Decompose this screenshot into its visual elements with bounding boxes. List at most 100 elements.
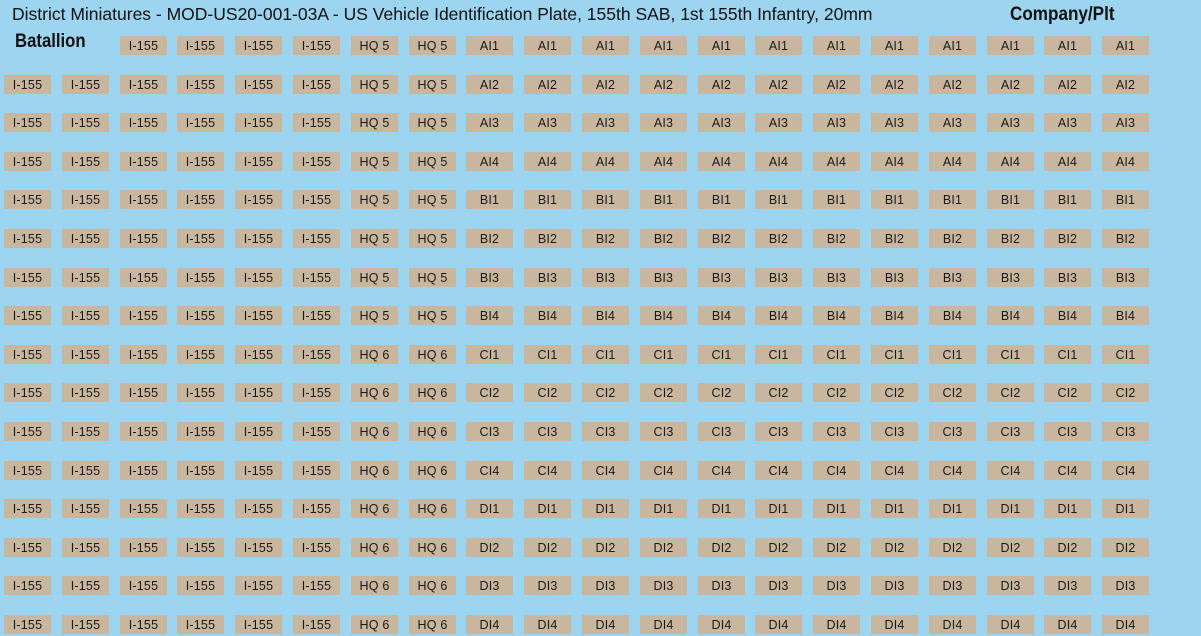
id-plate: BI3 bbox=[755, 268, 802, 287]
id-plate: I-155 bbox=[177, 36, 224, 55]
id-plate: I-155 bbox=[4, 190, 51, 209]
id-plate: I-155 bbox=[293, 576, 340, 595]
id-plate: I-155 bbox=[293, 113, 340, 132]
id-plate: CI3 bbox=[466, 422, 513, 441]
id-plate: AI1 bbox=[813, 36, 860, 55]
id-plate: AI4 bbox=[1044, 152, 1091, 171]
id-plate: I-155 bbox=[177, 345, 224, 364]
id-plate: HQ 6 bbox=[351, 499, 398, 518]
id-plate: AI4 bbox=[524, 152, 571, 171]
id-plate: AI1 bbox=[698, 36, 745, 55]
id-plate: I-155 bbox=[235, 190, 282, 209]
id-plate: BI4 bbox=[1044, 306, 1091, 325]
id-plate: DI3 bbox=[813, 576, 860, 595]
id-plate: I-155 bbox=[4, 499, 51, 518]
id-plate: HQ 5 bbox=[409, 75, 456, 94]
id-plate: AI4 bbox=[582, 152, 629, 171]
id-plate: I-155 bbox=[177, 152, 224, 171]
id-plate: I-155 bbox=[4, 576, 51, 595]
id-plate: DI1 bbox=[871, 499, 918, 518]
id-plate: BI2 bbox=[1102, 229, 1149, 248]
id-plate: DI3 bbox=[466, 576, 513, 595]
id-plate: BI1 bbox=[640, 190, 687, 209]
id-plate: I-155 bbox=[62, 268, 109, 287]
id-plate: I-155 bbox=[62, 499, 109, 518]
id-plate: HQ 6 bbox=[351, 615, 398, 634]
id-plate: HQ 5 bbox=[351, 229, 398, 248]
id-plate: HQ 5 bbox=[409, 113, 456, 132]
id-plate: CI3 bbox=[1102, 422, 1149, 441]
id-plate: AI2 bbox=[755, 75, 802, 94]
id-plate: BI2 bbox=[813, 229, 860, 248]
id-plate: BI1 bbox=[755, 190, 802, 209]
id-plate: BI1 bbox=[466, 190, 513, 209]
id-plate: DI4 bbox=[755, 615, 802, 634]
id-plate: I-155 bbox=[293, 306, 340, 325]
id-plate: BI4 bbox=[813, 306, 860, 325]
id-plate: CI4 bbox=[582, 461, 629, 480]
id-plate: HQ 5 bbox=[409, 190, 456, 209]
id-plate: BI3 bbox=[1044, 268, 1091, 287]
id-plate: CI3 bbox=[698, 422, 745, 441]
id-plate: DI2 bbox=[1102, 538, 1149, 557]
id-plate: I-155 bbox=[62, 576, 109, 595]
id-plate: BI4 bbox=[987, 306, 1034, 325]
id-plate: HQ 5 bbox=[409, 36, 456, 55]
id-plate: I-155 bbox=[62, 538, 109, 557]
id-plate: I-155 bbox=[293, 615, 340, 634]
id-plate: I-155 bbox=[120, 190, 167, 209]
id-plate: I-155 bbox=[62, 383, 109, 402]
id-plate: AI4 bbox=[871, 152, 918, 171]
id-plate: AI2 bbox=[640, 75, 687, 94]
id-plate: CI2 bbox=[524, 383, 571, 402]
id-plate: I-155 bbox=[177, 306, 224, 325]
id-plate: I-155 bbox=[293, 345, 340, 364]
id-plate: CI1 bbox=[640, 345, 687, 364]
id-plate: AI4 bbox=[466, 152, 513, 171]
id-plate: HQ 5 bbox=[409, 306, 456, 325]
id-plate: I-155 bbox=[120, 538, 167, 557]
id-plate: I-155 bbox=[293, 461, 340, 480]
id-plate: HQ 6 bbox=[409, 499, 456, 518]
id-plate: BI2 bbox=[929, 229, 976, 248]
id-plate: BI1 bbox=[987, 190, 1034, 209]
id-plate: I-155 bbox=[235, 229, 282, 248]
id-plate: CI3 bbox=[1044, 422, 1091, 441]
id-plate: BI2 bbox=[1044, 229, 1091, 248]
id-plate: DI4 bbox=[929, 615, 976, 634]
id-plate: DI1 bbox=[1044, 499, 1091, 518]
id-plate: DI2 bbox=[698, 538, 745, 557]
id-plate: DI4 bbox=[698, 615, 745, 634]
id-plate: CI4 bbox=[1102, 461, 1149, 480]
id-plate: I-155 bbox=[235, 538, 282, 557]
id-plate: BI4 bbox=[929, 306, 976, 325]
id-plate: I-155 bbox=[235, 306, 282, 325]
id-plate: CI1 bbox=[466, 345, 513, 364]
id-plate: I-155 bbox=[120, 345, 167, 364]
id-plate: I-155 bbox=[177, 615, 224, 634]
id-plate: I-155 bbox=[177, 268, 224, 287]
id-plate: I-155 bbox=[4, 113, 51, 132]
id-plate: BI1 bbox=[1044, 190, 1091, 209]
id-plate: CI1 bbox=[871, 345, 918, 364]
id-plate: CI4 bbox=[466, 461, 513, 480]
id-plate: BI2 bbox=[640, 229, 687, 248]
id-plate: BI3 bbox=[813, 268, 860, 287]
id-plate: I-155 bbox=[120, 422, 167, 441]
id-plate: BI1 bbox=[1102, 190, 1149, 209]
id-plate: CI2 bbox=[1102, 383, 1149, 402]
id-plate: DI2 bbox=[582, 538, 629, 557]
id-plate: AI1 bbox=[871, 36, 918, 55]
id-plate: DI1 bbox=[698, 499, 745, 518]
id-plate: HQ 5 bbox=[351, 36, 398, 55]
id-plate: DI4 bbox=[582, 615, 629, 634]
id-plate: I-155 bbox=[62, 306, 109, 325]
id-plate: I-155 bbox=[293, 268, 340, 287]
id-plate: CI3 bbox=[813, 422, 860, 441]
id-plate: AI4 bbox=[1102, 152, 1149, 171]
id-plate: I-155 bbox=[235, 113, 282, 132]
id-plate: CI3 bbox=[524, 422, 571, 441]
id-plate: CI2 bbox=[582, 383, 629, 402]
id-plate: AI1 bbox=[524, 36, 571, 55]
id-plate: HQ 6 bbox=[409, 576, 456, 595]
